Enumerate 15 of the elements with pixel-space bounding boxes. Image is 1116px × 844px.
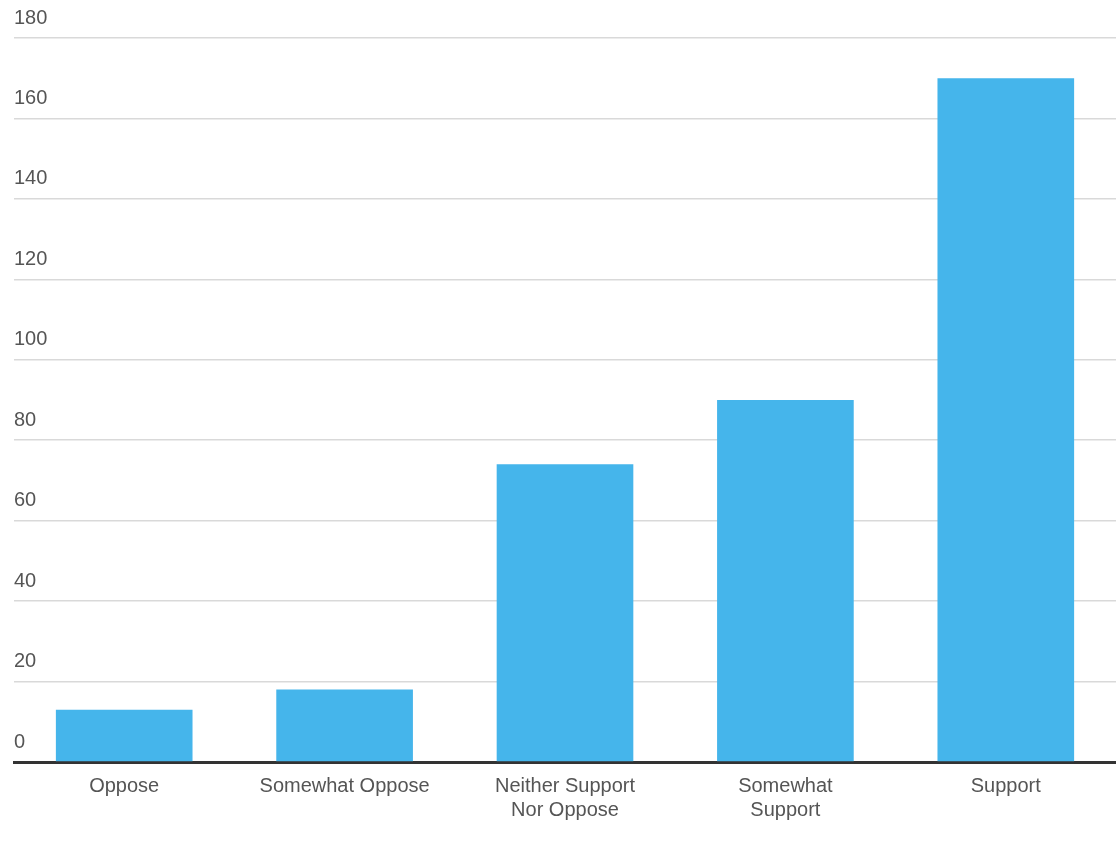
y-tick-label: 60: [14, 488, 37, 511]
y-tick-label: 140: [14, 166, 48, 189]
y-tick-label: 180: [14, 5, 48, 28]
y-tick-label: 100: [14, 327, 48, 350]
x-tick-label: Somewhat Oppose: [259, 773, 430, 796]
y-tick-label: 40: [14, 568, 37, 591]
x-tick-label: Neither Support Nor Oppose: [494, 773, 636, 820]
y-tick-label: 80: [14, 407, 37, 430]
y-tick-label: 160: [14, 85, 48, 108]
y-tick-label: 0: [14, 729, 26, 752]
x-tick-label: Oppose: [89, 773, 160, 796]
x-tick-label: Support: [970, 773, 1042, 796]
y-tick-label: 20: [14, 649, 37, 672]
y-tick-label: 120: [14, 246, 48, 269]
x-tick-label: Somewhat Support: [738, 773, 834, 820]
